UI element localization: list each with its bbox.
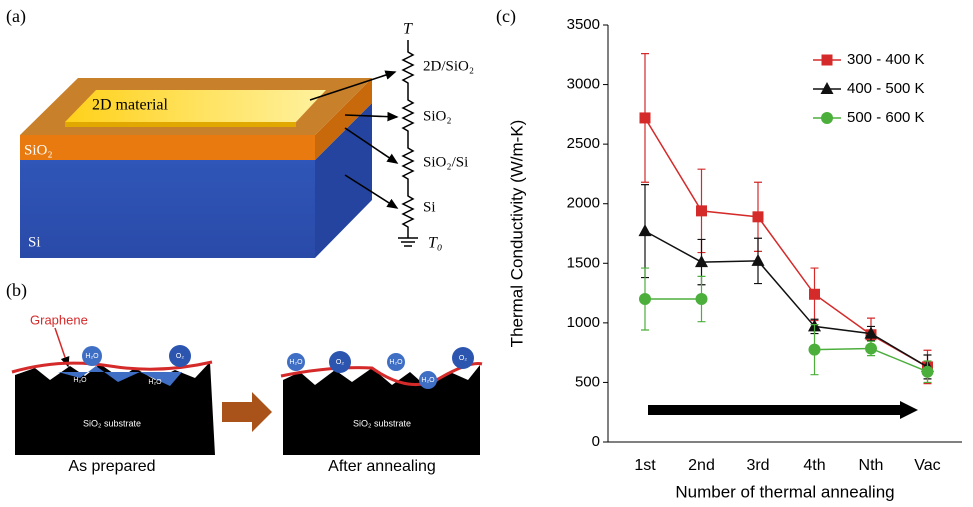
molecule <box>329 351 351 373</box>
marker <box>752 211 764 223</box>
series-line <box>645 298 928 373</box>
oxide-front <box>20 135 315 160</box>
molecule-label: H₂O <box>85 353 99 360</box>
marker <box>808 343 821 356</box>
panel-label: (c) <box>496 6 516 27</box>
legend-marker <box>821 112 833 124</box>
marker <box>809 288 820 300</box>
process-arrow <box>222 392 272 432</box>
legend-label: 500 - 600 K <box>847 109 925 126</box>
x-axis-label: Number of thermal annealing <box>675 482 894 501</box>
series-line <box>644 117 928 368</box>
molecule <box>387 353 405 371</box>
molecule-label: O₂ <box>336 359 344 366</box>
si-label: Si <box>28 234 41 250</box>
marker <box>639 293 651 306</box>
legend-marker <box>820 82 834 94</box>
caption: As prepared <box>68 458 155 475</box>
temp-top: T <box>403 21 413 38</box>
marker <box>751 253 765 266</box>
molecule-label: H₂O <box>148 379 162 386</box>
molecule-label: H₂O <box>73 377 87 384</box>
water-pocket <box>58 366 182 386</box>
panel-label: (a) <box>6 6 26 27</box>
panel-b: (b) Graphene H₂O O₂ H₂O H₂O SiO₂ substra… <box>6 280 483 475</box>
marker <box>921 365 934 378</box>
si-side <box>315 103 372 258</box>
x-tick-label: 1st <box>634 457 656 474</box>
y-tick-label: 500 <box>575 373 600 390</box>
graphene <box>11 360 213 374</box>
molecule-label: H₂O <box>421 377 435 384</box>
substrate-label: SiO₂ substrate <box>353 418 411 428</box>
substrate-label: SiO₂ substrate <box>83 418 141 428</box>
x-tick-label: Nth <box>859 457 884 474</box>
material-top <box>65 90 326 122</box>
resistor-chain <box>398 40 418 247</box>
molecule <box>287 353 305 371</box>
panel-label: (b) <box>6 280 27 301</box>
x-tick-label: 2nd <box>688 457 715 474</box>
legend-label: 400 - 500 K <box>847 80 925 97</box>
resistor-label: SiO₂ <box>423 108 452 124</box>
y-tick-label: 2000 <box>567 195 600 212</box>
molecule <box>452 347 474 369</box>
molecule <box>169 345 191 367</box>
marker <box>696 205 707 217</box>
marker <box>639 112 651 124</box>
y-axis-label: Thermal Conductivity (W/m-K) <box>507 120 526 348</box>
x-tick-label: 3rd <box>746 457 769 474</box>
legend-marker <box>821 54 833 66</box>
molecule <box>82 346 102 366</box>
caption: After annealing <box>328 458 436 475</box>
y-tick-label: 1000 <box>567 314 600 331</box>
marker <box>638 224 652 237</box>
molecule-label: O₂ <box>459 355 467 362</box>
resistor-label: Si <box>423 199 436 215</box>
x-tick-label: Vac <box>914 457 940 474</box>
marker <box>695 293 708 306</box>
resistor-label: 2D/SiO₂ <box>423 58 474 74</box>
marker <box>865 342 877 355</box>
panel-a: (a) 2D material SiO₂ Si T 2D/SiO₂ SiO₂ S… <box>6 6 474 258</box>
temp-bottom: T₀ <box>428 235 442 252</box>
oxide-label: SiO₂ <box>24 142 53 158</box>
molecule-label: H₂O <box>389 359 403 366</box>
legend-label: 300 - 400 K <box>847 51 925 68</box>
marker <box>695 255 708 268</box>
substrate <box>15 362 215 455</box>
y-tick-label: 3500 <box>567 16 600 33</box>
trend-arrow <box>648 401 918 419</box>
marker <box>864 326 878 339</box>
molecule-label: O₂ <box>176 353 184 360</box>
substrate <box>283 365 480 455</box>
resistor-label: SiO₂/Si <box>423 154 468 170</box>
graphene-arrow <box>54 327 70 368</box>
y-tick-label: 2500 <box>567 135 600 152</box>
y-tick-label: 3000 <box>567 76 600 93</box>
graphene-label: Graphene <box>30 312 88 327</box>
si-front <box>20 160 315 258</box>
molecule <box>419 371 437 389</box>
series-line <box>644 230 928 368</box>
molecule-label: H₂O <box>289 359 303 366</box>
x-tick-label: 4th <box>803 457 825 474</box>
y-tick-label: 0 <box>592 433 600 450</box>
oxide-side <box>315 78 372 160</box>
arrows <box>309 70 399 209</box>
y-tick-label: 1500 <box>567 254 600 271</box>
material-label: 2D material <box>92 97 169 114</box>
material-edge <box>65 122 296 127</box>
